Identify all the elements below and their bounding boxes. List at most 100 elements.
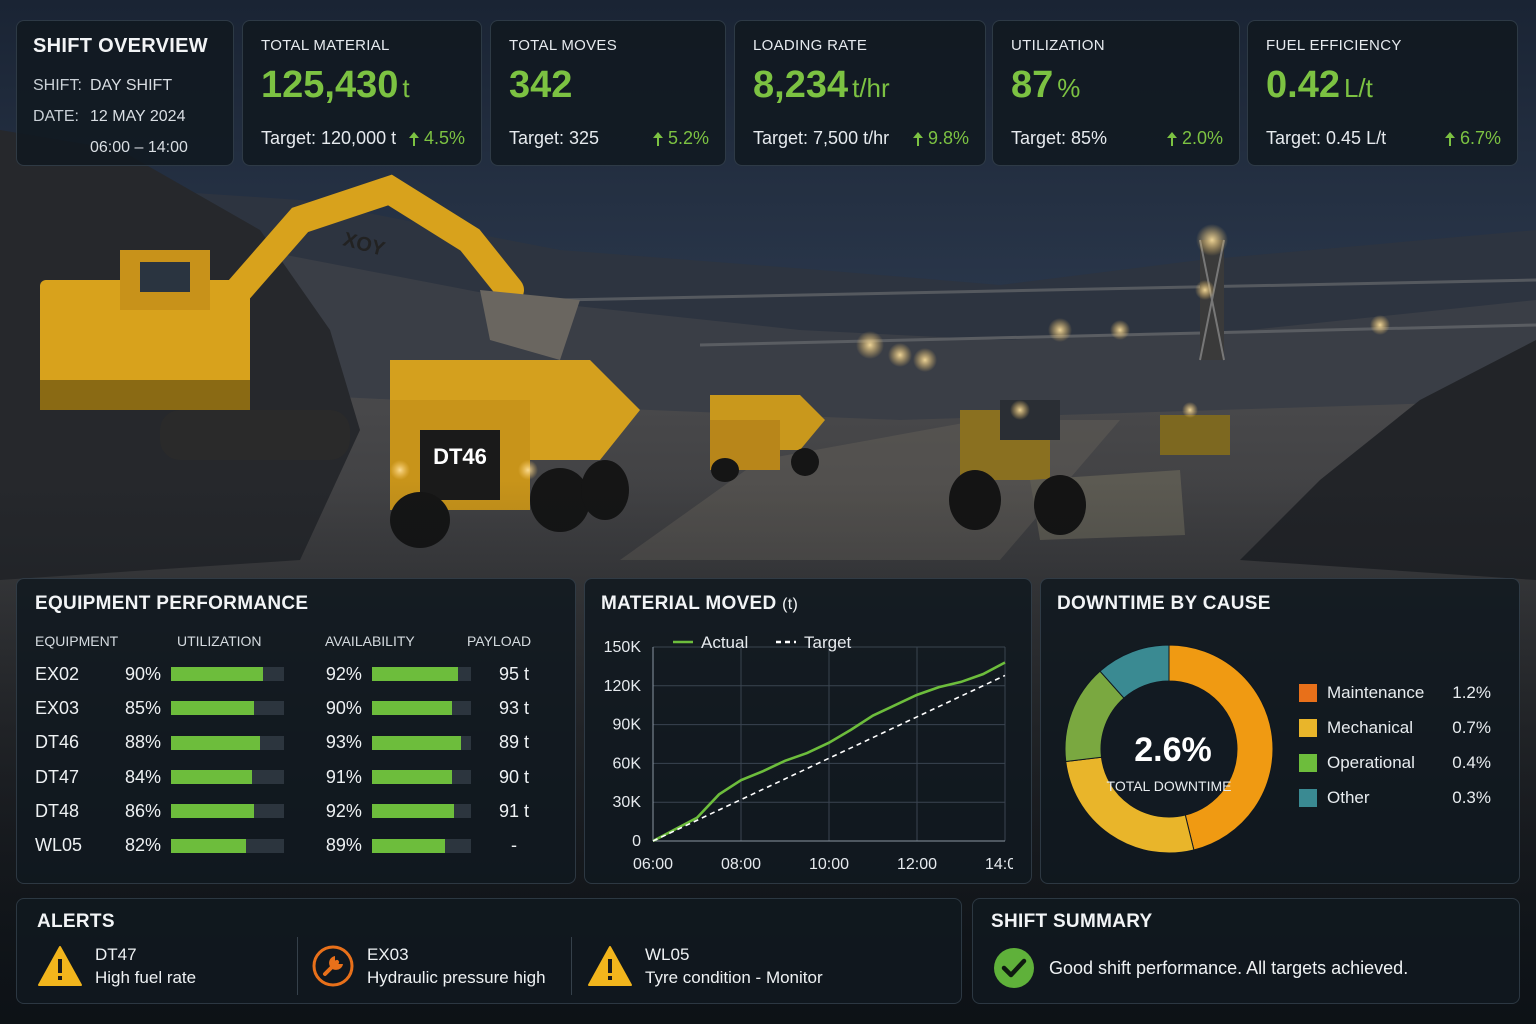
- availability-value: 92%: [325, 800, 362, 821]
- downtime-title: DOWNTIME BY CAUSE: [1057, 593, 1271, 614]
- kpi-unit: %: [1057, 73, 1081, 103]
- kpi-delta: 5.2%: [652, 128, 709, 149]
- kpi-delta: 2.0%: [1166, 128, 1223, 149]
- alert-message: Hydraulic pressure high: [367, 968, 546, 987]
- kpi-label: UTILIZATION: [1011, 37, 1105, 54]
- legend-label-actual: Actual: [701, 633, 748, 652]
- kpi-delta: 4.5%: [408, 128, 465, 149]
- legend-mechanical: Mechanical 0.7%: [1299, 718, 1491, 738]
- time-row: 06:00 – 14:00: [33, 132, 217, 163]
- kpi-unit: t/hr: [852, 73, 890, 103]
- x-tick-label: 14:00: [985, 856, 1013, 873]
- total-downtime-label: TOTAL DOWNTIME: [1107, 778, 1232, 794]
- utilization-bar: [170, 701, 284, 716]
- utilization-bar: [170, 770, 284, 785]
- kpi-total-material[interactable]: TOTAL MATERIAL 125,430 t Target: 120,000 …: [242, 20, 482, 166]
- y-tick-label: 150K: [604, 639, 642, 656]
- alert-unit: WL05: [645, 945, 690, 964]
- col-utilization: UTILIZATION: [177, 633, 262, 649]
- payload-value: 95 t: [499, 663, 530, 684]
- utilization-bar: [170, 804, 284, 819]
- kpi-target: Target: 7,500 t/hr: [753, 128, 890, 148]
- utilization-value: 85%: [124, 697, 161, 718]
- alerts-title: ALERTS: [37, 911, 115, 932]
- table-row[interactable]: EX03 85% 90% 93 t: [35, 691, 557, 725]
- alert-item[interactable]: DT47 High fuel rate: [37, 943, 196, 989]
- col-payload: PAYLOAD: [467, 633, 532, 649]
- legend-label: Mechanical: [1327, 718, 1413, 737]
- total-downtime-value: 2.6%: [1134, 731, 1212, 769]
- haul-truck-2: [710, 395, 825, 482]
- legend-other: Other 0.3%: [1299, 788, 1491, 808]
- x-tick-label: 12:00: [897, 856, 937, 873]
- check-circle-icon: [994, 948, 1034, 988]
- availability-bar: [371, 735, 472, 750]
- utilization-value: 82%: [124, 835, 161, 856]
- table-row[interactable]: DT46 88% 93% 89 t: [35, 726, 557, 760]
- equipment-title: EQUIPMENT PERFORMANCE: [35, 593, 309, 614]
- time-range: 06:00 – 14:00: [90, 138, 188, 156]
- material-moved-chart: 0 30K 60K 90K 120K 150K 06:00 08:00 10:00 12:00 14…: [604, 633, 1013, 873]
- equipment-name: DT47: [35, 766, 80, 787]
- y-tick-label: 90K: [613, 717, 642, 734]
- alerts-panel: ALERTS DT47 High fuel rate EX03 Hydrauli…: [16, 898, 962, 1004]
- alert-item[interactable]: WL05 Tyre condition - Monitor: [587, 943, 823, 989]
- alert-item[interactable]: EX03 Hydraulic pressure high: [311, 943, 546, 989]
- warning-icon: [588, 946, 632, 986]
- table-row[interactable]: WL05 82% 89% -: [35, 828, 557, 862]
- date-row: DATE: 12 MAY 2024: [33, 101, 217, 132]
- shift-overview-title: SHIFT OVERVIEW: [33, 35, 208, 57]
- kpi-fuel-efficiency[interactable]: FUEL EFFICIENCY 0.42 L/t Target: 0.45 L/t…: [1247, 20, 1518, 166]
- kpi-utilization[interactable]: UTILIZATION 87% Target: 85% 2.0%: [992, 20, 1240, 166]
- date-value: 12 MAY 2024: [90, 107, 186, 125]
- divider: [297, 937, 298, 995]
- kpi-unit: t: [402, 73, 410, 103]
- payload-value: 93 t: [499, 697, 530, 718]
- kpi-delta: 9.8%: [912, 128, 969, 149]
- arrow-up-icon: [652, 131, 664, 146]
- availability-value: 92%: [325, 663, 362, 684]
- y-tick-label: 60K: [613, 755, 642, 772]
- y-tick-label: 0: [632, 833, 641, 850]
- series-line-target: [652, 674, 1006, 842]
- arrow-up-icon: [912, 131, 924, 146]
- y-tick-label: 30K: [613, 794, 642, 811]
- material-moved-panel: MATERIAL MOVED (t) 0 30K 60K 90K 120K 150K 06:…: [584, 578, 1032, 884]
- material-title: MATERIAL MOVED (t): [601, 593, 799, 614]
- table-row[interactable]: DT48 86% 92% 91 t: [35, 794, 557, 828]
- equipment-table-body: EX02 90% 92% 95 t EX03 85% 90% 93 t DT46…: [35, 657, 557, 863]
- availability-value: 93%: [325, 732, 362, 753]
- kpi-value: 0.42 L/t: [1266, 64, 1373, 106]
- arrow-up-icon: [408, 131, 420, 146]
- alert-message: Tyre condition - Monitor: [645, 968, 823, 987]
- table-row[interactable]: DT47 84% 91% 90 t: [35, 760, 557, 794]
- shift-summary-panel: SHIFT SUMMARY Good shift performance. Al…: [972, 898, 1520, 1004]
- col-availability: AVAILABILITY: [325, 633, 415, 649]
- utilization-bar: [170, 667, 284, 682]
- kpi-label: FUEL EFFICIENCY: [1266, 37, 1402, 54]
- dozer: [1160, 402, 1230, 455]
- legend-maintenance: Maintenance 1.2%: [1299, 683, 1491, 703]
- equipment-name: DT46: [35, 732, 80, 753]
- x-tick-label: 10:00: [809, 856, 849, 873]
- shift-label: SHIFT:: [33, 76, 82, 94]
- kpi-loading-rate[interactable]: LOADING RATE 8,234 t/hr Target: 7,500 t/h…: [734, 20, 986, 166]
- kpi-total-moves[interactable]: TOTAL MOVES 342 Target: 325 5.2%: [490, 20, 726, 166]
- wrench-icon: [312, 945, 354, 987]
- availability-bar: [371, 770, 472, 785]
- drill-rig: [1195, 224, 1228, 361]
- arrow-up-icon: [1166, 131, 1178, 146]
- downtime-donut-chart: 2.6% TOTAL DOWNTIME: [1064, 644, 1274, 854]
- series-line-actual: [652, 661, 1006, 843]
- x-tick-label: 08:00: [721, 856, 761, 873]
- table-row[interactable]: EX02 90% 92% 95 t: [35, 657, 557, 691]
- kpi-target: Target: 85%: [1011, 128, 1108, 148]
- downtime-panel: DOWNTIME BY CAUSE 2.6% TOTAL DOWNTIME Mai…: [1040, 578, 1520, 884]
- truck-label: DT46: [433, 444, 487, 469]
- utilization-bar: [170, 735, 284, 750]
- shift-value: DAY SHIFT: [90, 76, 173, 94]
- utilization-value: 84%: [124, 766, 161, 787]
- legend-value: 0.4%: [1452, 753, 1491, 772]
- legend-swatch: [1299, 719, 1317, 737]
- arrow-up-icon: [1444, 131, 1456, 146]
